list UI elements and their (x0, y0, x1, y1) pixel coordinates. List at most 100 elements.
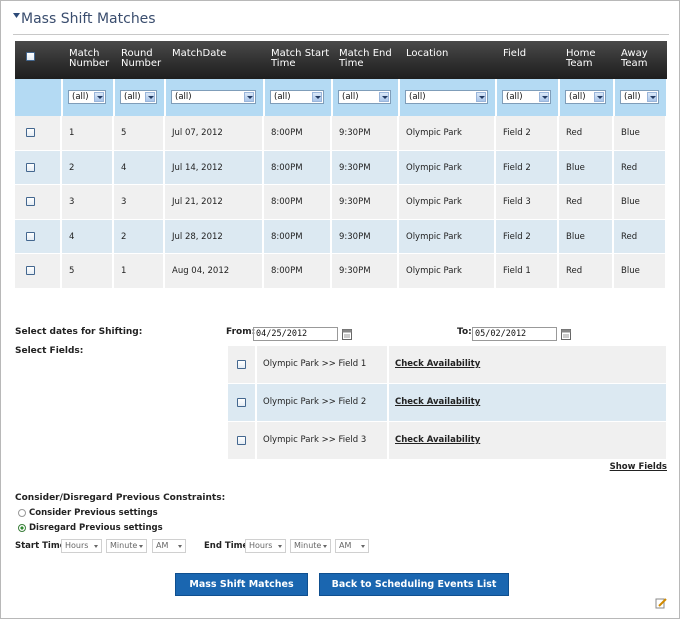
cell-divider (666, 79, 668, 116)
column-header: Field (503, 48, 527, 59)
table-cell: Red (614, 150, 667, 185)
minutes-select[interactable]: Minute (106, 539, 147, 553)
hours-select[interactable]: Hours (61, 539, 102, 553)
table-cell: Blue (559, 150, 614, 185)
table-cell: 9:30PM (332, 150, 399, 185)
column-filter[interactable]: (all) (502, 90, 551, 104)
filter-value: (all) (274, 92, 291, 102)
check-availability-link[interactable]: Check Availability (395, 359, 481, 369)
minutes-select[interactable]: Minute (290, 539, 331, 553)
dropdown-arrow[interactable] (145, 92, 155, 102)
fields-label: Select Fields: (15, 346, 84, 356)
dropdown-arrow[interactable] (647, 92, 657, 102)
dropdown-arrow[interactable] (94, 92, 104, 102)
constraint-radio[interactable] (18, 509, 26, 517)
column-filter[interactable]: (all) (565, 90, 606, 104)
table-cell: 4 (62, 219, 114, 254)
column-header: Away Team (621, 48, 648, 69)
ampm-select[interactable]: AM (152, 539, 186, 553)
filter-value: (all) (342, 92, 359, 102)
constraint-option: Disregard Previous settings (29, 523, 163, 533)
column-header: MatchDate (172, 48, 227, 59)
table-cell: Olympic Park (399, 219, 496, 254)
dates-label: Select dates for Shifting: (15, 327, 143, 337)
calendar-icon[interactable] (561, 328, 571, 340)
cell-divider (558, 79, 560, 116)
field-name: Olympic Park >> Field 3 (263, 435, 367, 445)
title-rule (13, 34, 669, 35)
field-checkbox[interactable] (237, 436, 246, 445)
column-header: Match Start Time (271, 48, 330, 69)
ampm-select[interactable]: AM (335, 539, 369, 553)
checkbox-cell (15, 150, 62, 185)
cell-divider (255, 422, 257, 459)
constraint-option: Consider Previous settings (29, 508, 158, 518)
column-filter[interactable]: (all) (68, 90, 106, 104)
column-filter[interactable]: (all) (171, 90, 256, 104)
field-checkbox[interactable] (237, 398, 246, 407)
table-cell: 5 (62, 254, 114, 289)
row-checkbox[interactable] (26, 197, 35, 206)
cell-divider (331, 79, 333, 116)
cell-divider (164, 79, 166, 116)
column-filter[interactable]: (all) (120, 90, 157, 104)
dropdown-arrow[interactable] (594, 92, 604, 102)
hours-select[interactable]: Hours (245, 539, 286, 553)
table-cell: Red (559, 116, 614, 151)
filter-value: (all) (175, 92, 192, 102)
constraint-radio[interactable] (18, 524, 26, 532)
cell-divider (495, 79, 497, 116)
filter-value: (all) (409, 92, 426, 102)
column-filter[interactable]: (all) (270, 90, 324, 104)
cell-divider (113, 79, 115, 116)
check-availability-link[interactable]: Check Availability (395, 435, 481, 445)
cell-divider (61, 79, 63, 116)
field-name: Olympic Park >> Field 2 (263, 397, 367, 407)
table-cell: Field 2 (496, 116, 559, 151)
table-cell: Olympic Park (399, 116, 496, 151)
table-header (15, 41, 667, 79)
row-checkbox[interactable] (26, 162, 35, 172)
dropdown-arrow[interactable] (379, 92, 389, 102)
field-row (228, 422, 666, 459)
row-checkbox[interactable] (26, 231, 35, 241)
table-cell: Red (559, 254, 614, 289)
table-cell: 2 (62, 150, 114, 185)
column-filter[interactable]: (all) (338, 90, 391, 104)
dropdown-arrow[interactable] (476, 92, 486, 102)
column-filter[interactable]: (all) (620, 90, 659, 104)
table-cell: Blue (614, 254, 667, 289)
edit-icon[interactable] (655, 597, 667, 609)
time-label: Start Time: (15, 541, 69, 551)
to-date-input[interactable]: 05/02/2012 (472, 327, 557, 341)
table-cell: Field 2 (496, 219, 559, 254)
table-cell: Blue (614, 185, 667, 220)
field-name: Olympic Park >> Field 1 (263, 359, 367, 369)
collapse-icon[interactable] (13, 13, 21, 19)
row-checkbox[interactable] (26, 266, 35, 275)
checkbox-cell (15, 116, 62, 151)
table-cell: Jul 21, 2012 (165, 185, 264, 220)
column-header: Match End Time (339, 48, 392, 69)
check-availability-link[interactable]: Check Availability (395, 397, 481, 407)
table-cell: 9:30PM (332, 185, 399, 220)
table-cell: 8:00PM (264, 185, 332, 220)
row-checkbox[interactable] (26, 128, 35, 137)
dropdown-arrow[interactable] (539, 92, 549, 102)
column-filter[interactable]: (all) (405, 90, 488, 104)
back-button[interactable]: Back to Scheduling Events List (319, 573, 509, 596)
table-cell: Aug 04, 2012 (165, 254, 264, 289)
show-fields-link[interactable]: Show Fields (609, 462, 667, 472)
calendar-icon[interactable] (342, 328, 352, 340)
field-row (228, 384, 666, 421)
dropdown-arrow[interactable] (312, 92, 322, 102)
page-title: Mass Shift Matches (21, 11, 156, 27)
table-cell: 8:00PM (264, 219, 332, 254)
time-label: End Time: (204, 541, 252, 551)
mass-shift-button[interactable]: Mass Shift Matches (175, 573, 308, 596)
select-all-checkbox[interactable] (26, 52, 35, 61)
from-date-input[interactable]: 04/25/2012 (253, 327, 338, 341)
field-checkbox[interactable] (237, 360, 246, 369)
table-cell: Blue (559, 219, 614, 254)
dropdown-arrow[interactable] (244, 92, 254, 102)
